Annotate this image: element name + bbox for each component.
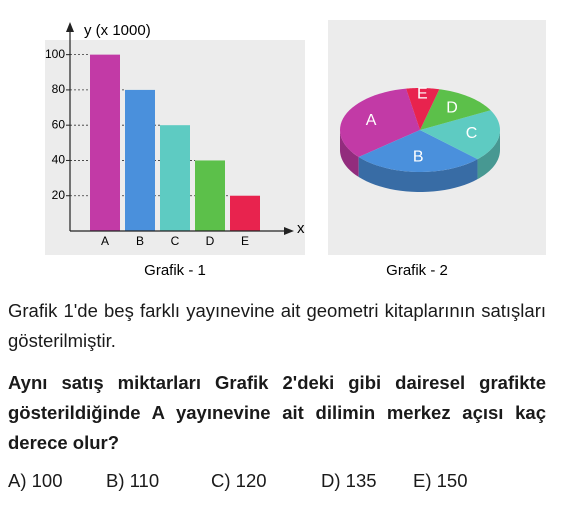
x-tick-label: C (171, 234, 180, 248)
y-arrow (66, 22, 74, 32)
bar (160, 125, 190, 231)
x-axis-label: x (297, 220, 305, 237)
y-tick-label: 20 (52, 188, 66, 202)
slice-label: D (446, 100, 458, 117)
option: E) 150 (413, 470, 468, 491)
option: D) 135 (321, 470, 377, 491)
bar (90, 54, 120, 231)
pie-slice (406, 88, 440, 130)
pie-side (340, 130, 359, 177)
caption: Grafik - 1 (144, 262, 206, 279)
question: Aynı satış miktarları Grafik 2'deki gibi… (8, 372, 546, 453)
option: A) 100 (8, 470, 63, 491)
y-axis-label: y (x 1000) (84, 22, 151, 39)
option: C) 120 (211, 470, 267, 491)
pie-slice (358, 130, 478, 172)
x-tick-label: D (206, 234, 215, 248)
y-tick-label: 40 (52, 153, 66, 167)
pie-slice (420, 89, 491, 130)
y-tick-label: 80 (52, 82, 66, 96)
pie-side (358, 156, 478, 192)
x-tick-label: A (101, 234, 109, 248)
slice-label: B (413, 149, 424, 166)
y-tick-label: 100 (45, 47, 65, 61)
slice-label: E (417, 86, 428, 103)
x-tick-label: E (241, 234, 249, 248)
pie-sides (340, 130, 500, 192)
intro: Grafik 1'de beş farklı yayınevine ait ge… (8, 300, 546, 351)
slice-label: A (366, 112, 377, 129)
slice-label: C (466, 125, 478, 142)
caption: Grafik - 2 (386, 262, 448, 279)
bar (230, 195, 260, 231)
option: B) 110 (106, 470, 160, 491)
bar (125, 89, 155, 231)
pie-slice (340, 88, 420, 157)
x-tick-label: B (136, 234, 144, 248)
pie-side (477, 130, 500, 180)
x-arrow (284, 227, 294, 235)
y-tick-label: 60 (52, 117, 66, 131)
pie-slice (420, 110, 500, 160)
bar (195, 160, 225, 231)
